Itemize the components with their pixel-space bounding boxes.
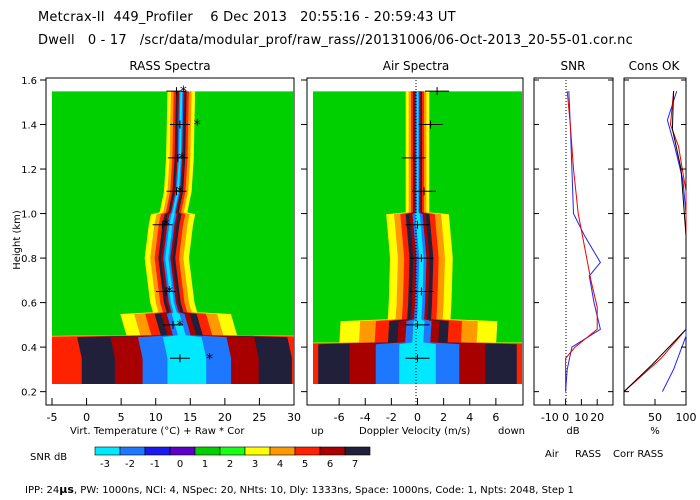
y-tick-label: 1.6 [21, 76, 37, 87]
legend-swatch [294, 446, 321, 456]
legend-swatch [144, 446, 171, 456]
air-spectra-panel: Air Spectra up Doppler Velocity (m/s) do… [301, 59, 525, 437]
header-file-line: Dwell 0 - 17 /scr/data/modular_prof/raw_… [38, 33, 633, 48]
contour-band-7 [399, 91, 436, 384]
legend-swatch [219, 446, 246, 456]
legend-swatch [169, 446, 196, 456]
contour-band-7 [162, 91, 207, 384]
header-title-line: Metcrax-II 449_Profiler 6 Dec 2013 20:55… [38, 10, 456, 25]
legend-swatch [269, 446, 296, 456]
legend-tick-label: -2 [125, 459, 135, 470]
x-tick-label: 6 [492, 411, 499, 424]
x-tick-label: 20 [218, 411, 232, 424]
x-tick-label: 2 [440, 411, 447, 424]
x-tick-label: -5 [47, 411, 58, 424]
y-tick-label: 1.0 [21, 210, 37, 221]
legend-swatch [194, 446, 221, 456]
x-tick-label: 50 [648, 411, 662, 424]
snr-title: SNR [561, 59, 586, 73]
legend-swatch [344, 446, 371, 456]
series-line-rass [565, 91, 598, 392]
cor-point: * [206, 351, 213, 367]
legend-tick-label: 3 [252, 459, 258, 470]
cor-point: * [178, 151, 185, 167]
cons-ok-x-axis-label: % [650, 426, 660, 437]
cor-point: * [163, 218, 170, 234]
y-tick-label: 0.8 [21, 254, 37, 265]
legend-swatch [119, 446, 146, 456]
x-tick-label: -6 [334, 411, 345, 424]
x-tick-label: -2 [386, 411, 397, 424]
legend-tick-label: 2 [227, 459, 233, 470]
legend-swatch [244, 446, 271, 456]
x-tick-label: 25 [252, 411, 266, 424]
rass-spectra-panel: * * * * * * * * RASS Spectra Height (km) Virt. … [12, 59, 301, 437]
legend-swatch [319, 446, 346, 456]
legend-tick-label: 1 [202, 459, 208, 470]
height-axis-label: Height (km) [12, 210, 23, 270]
contour-band-6 [138, 91, 232, 384]
x-tick-label: 0 [414, 411, 421, 424]
legend-swatch [94, 446, 121, 456]
legend-tick-label: 6 [327, 459, 333, 470]
params-footer: IPP: 24μs, PW: 1000ns, NCI: 4, NSpec: 20… [25, 483, 574, 496]
x-tick-label: 15 [183, 411, 197, 424]
snr-color-legend: SNR dB -3 -2 -1 0 1 2 3 4 5 6 7 [30, 446, 371, 470]
legend-tick-label: 5 [302, 459, 308, 470]
series-line-air [565, 91, 602, 392]
x-tick-label: 5 [118, 411, 125, 424]
cons-ok-title: Cons OK [629, 59, 681, 73]
cor-point: * [176, 318, 183, 334]
legend-tick-label: -3 [100, 459, 110, 470]
cor-point: * [180, 84, 187, 100]
series-line-corr-rass [623, 91, 687, 392]
y-tick-label: 0.4 [21, 343, 37, 354]
line-legend-rass: RASS [575, 449, 601, 460]
legend-tick-label: 7 [352, 459, 358, 470]
rass-x-axis-label: Virt. Temperature (°C) + Raw * Cor [70, 426, 245, 437]
cor-point: * [176, 184, 183, 200]
cons-ok-panel: Cons OK % 50 100 [623, 59, 697, 437]
x-tick-label: -10 [541, 411, 559, 424]
air-spectra-title: Air Spectra [383, 59, 450, 73]
air-x-right-label: down [498, 426, 525, 437]
x-tick-label: 0 [83, 411, 90, 424]
x-tick-label: 4 [466, 411, 473, 424]
y-tick-label: 1.2 [21, 165, 37, 176]
line-legend-corr: Corr RASS [613, 449, 663, 460]
x-tick-label: 0 [562, 411, 569, 424]
cor-point: * [194, 118, 201, 134]
line-legend: Air RASS Corr RASS [545, 449, 663, 460]
x-tick-label: 20 [590, 411, 604, 424]
legend-tick-label: 0 [177, 459, 183, 470]
snr-x-axis-label: dB [566, 426, 579, 437]
x-tick-label: 30 [287, 411, 301, 424]
series-line-rass [623, 91, 687, 392]
rass-spectra-title: RASS Spectra [129, 59, 210, 73]
line-legend-air: Air [545, 449, 560, 460]
x-tick-label: 10 [149, 411, 163, 424]
x-tick-label: 100 [676, 411, 697, 424]
snr-panel: SNR dB -10 0 10 20 [533, 59, 614, 437]
air-x-axis-label: Doppler Velocity (m/s) [359, 426, 470, 437]
cor-point: * [166, 284, 173, 300]
y-tick-label: 0.6 [21, 299, 37, 310]
legend-tick-label: 4 [277, 459, 283, 470]
y-tick-label: 0.2 [21, 388, 37, 399]
y-tick-label: 1.4 [21, 121, 37, 132]
legend-tick-label: -1 [150, 459, 160, 470]
x-tick-label: -4 [360, 411, 371, 424]
x-tick-label: 10 [574, 411, 588, 424]
legend-prefix: SNR dB [30, 452, 67, 463]
air-x-left-label: up [311, 426, 324, 437]
